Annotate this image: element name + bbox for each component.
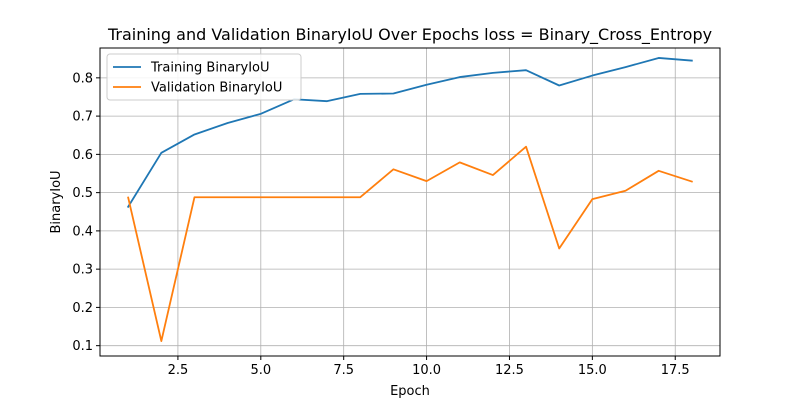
y-tick-label: 0.3 — [72, 263, 93, 278]
x-axis-label: Epoch — [390, 384, 430, 399]
x-tick-label: 2.5 — [168, 363, 189, 378]
x-tick-label: 15.0 — [578, 363, 607, 378]
x-tick-label: 5.0 — [250, 363, 271, 378]
x-tick-label: 17.5 — [661, 363, 690, 378]
legend-label: Training BinaryIoU — [150, 61, 270, 76]
x-tick-label: 12.5 — [495, 363, 524, 378]
series-line-validation — [127, 145, 693, 342]
y-tick-label: 0.2 — [72, 301, 93, 316]
y-tick-label: 0.1 — [72, 339, 93, 354]
y-tick-label: 0.6 — [72, 148, 93, 163]
legend: Training BinaryIoU Validation BinaryIoU — [106, 53, 302, 101]
x-tick-label: 7.5 — [333, 363, 354, 378]
y-tick-label: 0.5 — [72, 186, 93, 201]
y-tick-label: 0.4 — [72, 224, 93, 239]
series-group — [126, 57, 693, 342]
plot-frame — [99, 47, 721, 357]
legend-label: Validation BinaryIoU — [151, 81, 282, 96]
grid — [100, 48, 720, 356]
series-line-training — [126, 57, 693, 209]
legend-box — [106, 53, 302, 101]
y-axis-label: BinaryIoU — [49, 170, 64, 233]
y-tick-label: 0.7 — [72, 110, 93, 125]
chart-title: Training and Validation BinaryIoU Over E… — [107, 25, 712, 45]
y-tick-label: 0.8 — [72, 71, 93, 86]
x-tick-label: 10.0 — [412, 363, 441, 378]
ticks: 2.5 5.0 7.5 10.0 12.5 15.0 17.5 0.1 0.2 0.3 0.4 0.5… — [72, 71, 689, 378]
